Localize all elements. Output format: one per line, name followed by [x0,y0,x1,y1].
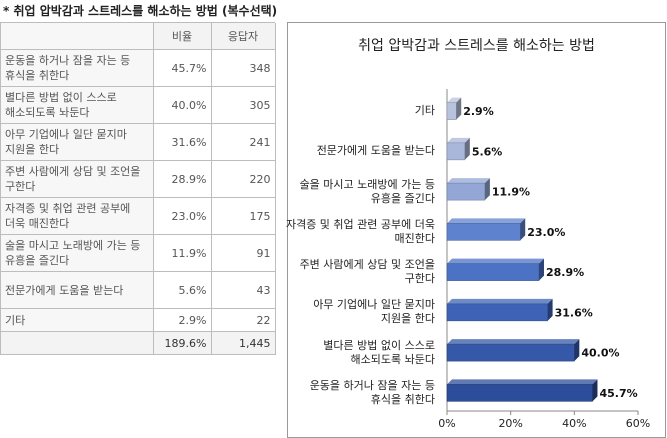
bar-side [484,178,490,201]
total-count: 1,445 [211,331,276,355]
table-row: 자격증 및 취업 관련 공부에 더욱 매진한다 23.0% 175 [1,197,276,235]
row-ratio: 31.6% [153,123,212,161]
row-label: 주변 사람에게 상담 및 조언을 구한다 [1,160,154,198]
row-label: 운동을 하거나 잠을 자는 등 휴식을 취한다 [1,49,154,87]
row-ratio: 45.7% [153,49,212,87]
category-label: 전문가에게 도움을 받는다 [316,144,435,158]
total-label [1,331,154,355]
row-count: 175 [211,197,276,235]
bar-side [538,258,544,281]
header-ratio: 비율 [153,23,212,50]
bar-value-label: 23.0% [527,226,565,239]
chart-title: 취업 압박감과 스트레스를 해소하는 방법 [358,38,595,54]
bar [446,142,466,161]
row-count: 305 [211,86,276,124]
category-label: 자격증 및 취업 관련 공부에 더욱 매진한다 [285,217,435,245]
category-label: 주변 사람에게 상담 및 조언을 구한다 [299,258,435,286]
bar-side [456,97,462,120]
table-row: 아무 기업에나 일단 묻지마 지원을 한다 31.6% 241 [1,123,276,161]
x-tick-label: 40% [562,417,586,430]
row-count: 220 [211,160,276,198]
bar-top [447,97,462,103]
table-total-row: 189.6% 1,445 [1,331,276,355]
category-label: 별다른 방법 없이 스스로 해소되도록 놔둔다 [323,338,435,366]
bar-top [447,137,470,143]
bar-value-label: 45.7% [599,387,637,400]
category-label: 아무 기업에나 일단 묻지마 지원을 한다 [313,298,435,326]
row-ratio: 28.9% [153,160,212,198]
bar [446,263,540,281]
bar [446,223,521,241]
bar-top [447,298,553,304]
category-label: 운동을 하거나 잠을 자는 등 휴식을 취한다 [309,378,435,406]
category-label: 기타 [414,104,435,118]
header-count: 응답자 [211,23,276,50]
bar-side [520,218,526,241]
chart-panel: 취업 압박감과 스트레스를 해소하는 방법 0% 20% 40% 60% 2.9% 5.6… [285,22,666,438]
bar [446,102,457,120]
x-tick-label: 0% [438,417,455,430]
row-ratio: 11.9% [153,234,212,272]
header-label [1,23,154,50]
row-ratio: 2.9% [153,308,212,332]
bar-side [547,298,553,321]
row-count: 348 [211,49,276,87]
row-label: 자격증 및 취업 관련 공부에 더욱 매진한다 [1,197,154,235]
bar [446,182,486,201]
table-row: 별다른 방법 없이 스스로 해소되도록 놔둔다 40.0% 305 [1,86,276,124]
row-ratio: 23.0% [153,197,212,235]
category-label: 술을 마시고 노래방에 가는 등 유흥을 즐긴다 [299,177,435,205]
bar-value-label: 2.9% [463,105,494,118]
result-table: 비율 응답자 운동을 하거나 잠을 자는 등 휴식을 취한다 45.7% 348… [1,23,276,355]
row-count: 241 [211,123,276,161]
row-label: 술을 마시고 노래방에 가는 등 유흥을 즐긴다 [1,234,154,272]
bar-chart: 0% 20% 40% 60% 2.9% 5.6% 11.9% 23.0% 28.9% 31.6% 4… [438,89,650,430]
table-row: 기타 2.9% 22 [1,308,276,332]
bar-value-label: 40.0% [581,347,619,360]
result-table-wrap: 비율 응답자 운동을 하거나 잠을 자는 등 휴식을 취한다 45.7% 348… [0,22,276,355]
bar-side [574,339,580,362]
row-ratio: 40.0% [153,86,212,124]
bar-top [447,178,490,184]
bar-top [447,258,544,264]
page-title: * 취업 압박감과 스트레스를 해소하는 방법 (복수선택) [3,4,278,18]
bar-side [464,137,470,160]
row-count: 22 [211,308,276,332]
table-row: 운동을 하거나 잠을 자는 등 휴식을 취한다 45.7% 348 [1,49,276,87]
table-row: 주변 사람에게 상담 및 조언을 구한다 28.9% 220 [1,160,276,198]
table-row: 전문가에게 도움을 받는다 5.6% 43 [1,271,276,309]
row-ratio: 5.6% [153,271,212,309]
table-row: 술을 마시고 노래방에 가는 등 유흥을 즐긴다 11.9% 91 [1,234,276,272]
total-ratio: 189.6% [153,331,212,355]
row-label: 별다른 방법 없이 스스로 해소되도록 놔둔다 [1,86,154,124]
row-label: 기타 [1,308,154,332]
row-count: 43 [211,271,276,309]
bar-top [447,339,580,345]
row-count: 91 [211,234,276,272]
x-tick-label: 60% [626,417,650,430]
x-tick-label: 20% [498,417,522,430]
row-label: 아무 기업에나 일단 묻지마 지원을 한다 [1,123,154,161]
bar [446,343,575,362]
bar-top [447,218,526,224]
table-header-row: 비율 응답자 [1,23,276,50]
bar-top [447,379,598,385]
bar-side [592,379,598,402]
bar-value-label: 28.9% [546,266,584,279]
bar-value-label: 31.6% [555,306,593,319]
row-label: 전문가에게 도움을 받는다 [1,271,154,309]
bar-value-label: 5.6% [472,145,503,158]
bar-value-label: 11.9% [492,186,530,199]
bar [446,384,593,402]
bar [446,303,548,322]
